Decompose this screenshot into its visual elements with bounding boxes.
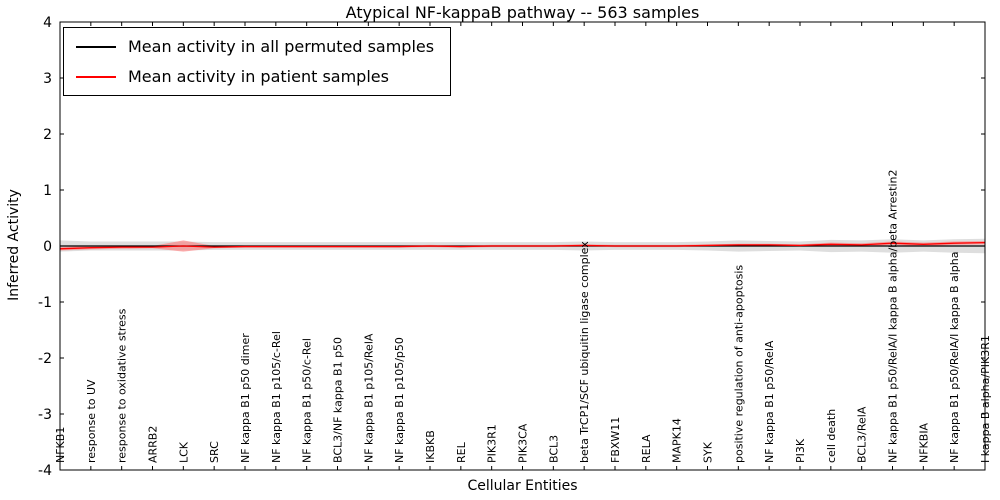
x-tick-label: cell death xyxy=(825,409,838,463)
y-tick-label: -3 xyxy=(38,407,52,423)
permuted-line-swatch xyxy=(76,45,116,48)
y-tick-label: -4 xyxy=(38,463,52,479)
y-tick-label: 4 xyxy=(43,15,52,31)
y-tick-label: 0 xyxy=(43,239,52,255)
x-axis-label: Cellular Entities xyxy=(467,478,578,494)
chart-title: Atypical NF-kappaB pathway -- 563 sample… xyxy=(345,3,700,22)
x-tick-label: FBXW11 xyxy=(609,417,622,463)
x-tick-label: response to oxidative stress xyxy=(116,308,129,463)
y-tick-label: 3 xyxy=(43,71,52,87)
x-tick-label: PIK3R1 xyxy=(486,424,499,463)
x-tick-label: NF kappa B1 p50/RelA/I kappa B alpha/bet… xyxy=(887,170,900,463)
x-tick-label: BCL3 xyxy=(547,435,560,463)
x-tick-label: BCL3/NF kappa B1 p50 xyxy=(332,337,345,463)
x-tick-label: BCL3/RelA xyxy=(856,406,869,463)
x-tick-label: response to UV xyxy=(85,379,98,463)
x-tick-label: MAPK14 xyxy=(671,418,684,463)
x-tick-label: PIK3CA xyxy=(517,423,530,463)
y-tick-label: -1 xyxy=(38,295,52,311)
x-tick-label: NF kappa B1 p105/RelA xyxy=(362,333,375,463)
x-tick-label: NF kappa B1 p50/RelA/I kappa B alpha xyxy=(948,252,961,464)
x-tick-label: NFKBIA xyxy=(917,422,930,463)
x-tick-label: SRC xyxy=(208,441,221,463)
legend-label-permuted: Mean activity in all permuted samples xyxy=(128,37,435,56)
legend-item-patient: Mean activity in patient samples xyxy=(76,67,434,86)
x-tick-label: SYK xyxy=(702,441,715,463)
legend-label-patient: Mean activity in patient samples xyxy=(128,67,389,86)
x-tick-label: ARRB2 xyxy=(147,426,160,463)
x-tick-label: NF kappa B1 p105/p50 xyxy=(393,337,406,463)
y-tick-label: 1 xyxy=(43,183,52,199)
x-tick-label: PI3K xyxy=(794,438,807,463)
x-tick-label: NF kappa B1 p105/c-Rel xyxy=(270,331,283,463)
y-tick-label: 2 xyxy=(43,127,52,143)
legend-item-permuted: Mean activity in all permuted samples xyxy=(76,37,434,56)
x-tick-label: NFKB1 xyxy=(54,427,67,463)
x-tick-label: LCK xyxy=(177,441,190,463)
legend: Mean activity in all permuted samples Me… xyxy=(63,27,452,96)
x-tick-label: NF kappa B1 p50/RelA xyxy=(763,340,776,463)
x-tick-label: I kappa B alpha/PIK3R1 xyxy=(979,335,992,463)
x-tick-label: IKBKB xyxy=(424,430,437,463)
x-tick-label: REL xyxy=(455,441,468,463)
series-line-1 xyxy=(59,241,986,250)
y-tick-label: -2 xyxy=(38,351,52,367)
x-tick-label: RELA xyxy=(640,434,653,463)
x-tick-label: NF kappa B1 p50 dimer xyxy=(239,333,252,463)
patient-line-swatch xyxy=(76,75,116,78)
x-tick-label: beta TrCP1/SCF ubiquitin ligase complex xyxy=(578,241,591,463)
x-tick-label: NF kappa B1 p50/c-Rel xyxy=(301,338,314,463)
y-axis-label: Inferred Activity xyxy=(6,189,22,301)
x-tick-label: positive regulation of anti-apoptosis xyxy=(732,265,745,463)
